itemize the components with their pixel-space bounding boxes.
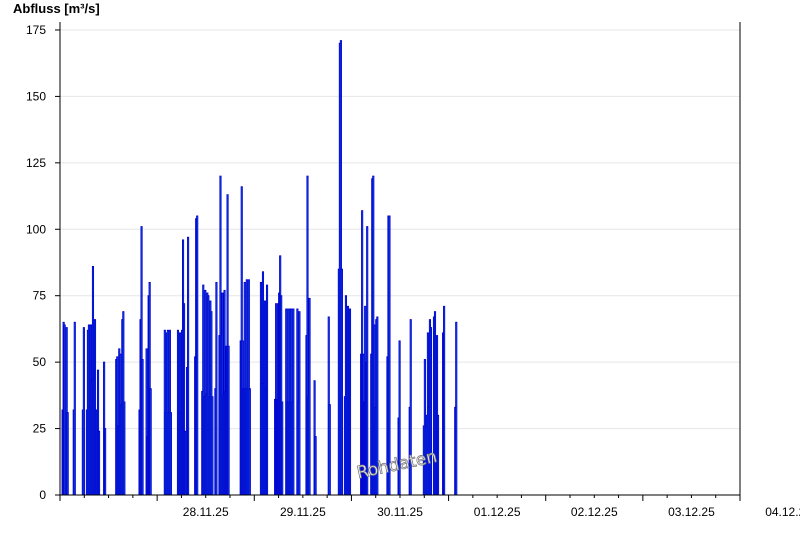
y-tick-label: 125	[26, 156, 46, 170]
bar	[429, 327, 433, 496]
bar	[215, 281, 218, 496]
bar	[308, 297, 311, 496]
bar	[63, 324, 66, 496]
bar	[141, 359, 144, 496]
bar	[348, 308, 352, 496]
bar	[211, 396, 214, 496]
bar	[328, 404, 331, 496]
y-tick-label: 175	[26, 23, 46, 37]
x-tick-label: 02.12.25	[571, 505, 618, 519]
bar	[73, 321, 76, 496]
bar	[443, 305, 446, 496]
bar	[123, 401, 126, 496]
y-axis-title: Abfluss [m³/s]	[13, 1, 100, 16]
x-tick-label: 28.11.25	[183, 505, 229, 519]
bar	[184, 430, 187, 496]
x-tick-label: 03.12.25	[668, 505, 715, 519]
y-tick-label: 25	[33, 422, 47, 436]
tick-labels: 0 25 50 75 100 125 150 175 28.11.25 29.11.25 30.11…	[26, 23, 800, 519]
bar	[281, 401, 284, 496]
x-tick-label: 04.12.25	[765, 505, 800, 519]
bar	[455, 321, 458, 496]
y-tick-label: 0	[39, 488, 46, 502]
x-tick-label: 29.11.25	[280, 505, 326, 519]
bar	[104, 428, 107, 496]
bar	[97, 430, 101, 496]
x-tick-label: 01.12.25	[474, 505, 521, 519]
bar	[340, 268, 343, 496]
bar	[292, 308, 295, 496]
bar	[248, 388, 251, 496]
bar	[366, 226, 369, 496]
bar	[265, 284, 269, 496]
bar	[187, 236, 190, 496]
bar	[388, 215, 391, 496]
bar	[94, 409, 98, 496]
x-tick-label: 30.11.25	[377, 505, 423, 519]
y-tick-label: 100	[26, 222, 46, 236]
bar	[169, 412, 172, 496]
bar	[66, 412, 69, 496]
y-tick-label: 50	[33, 355, 47, 369]
bar	[82, 327, 85, 496]
bar	[227, 345, 230, 496]
bar	[436, 414, 440, 496]
bar	[149, 388, 152, 496]
y-tick-label: 150	[26, 89, 46, 103]
bar	[298, 311, 301, 496]
bar	[196, 215, 199, 496]
y-tick-label: 75	[33, 289, 47, 303]
axes	[55, 22, 741, 501]
bar	[314, 436, 317, 496]
